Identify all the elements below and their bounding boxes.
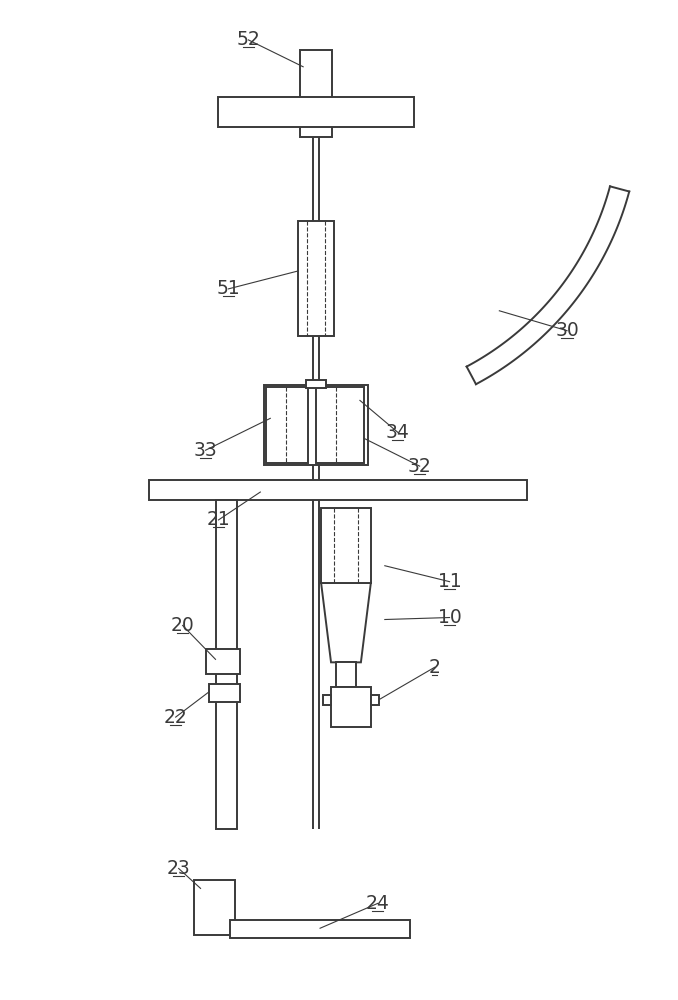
Bar (298, 221, 334, 336)
Text: 52: 52 (237, 30, 260, 49)
Bar (194, 880, 235, 935)
Text: 33: 33 (194, 441, 218, 460)
Text: 51: 51 (216, 279, 240, 298)
Text: 34: 34 (386, 423, 410, 442)
Polygon shape (214, 654, 227, 671)
Bar (371, 695, 379, 705)
Text: 20: 20 (171, 616, 195, 635)
Bar (306, 380, 326, 388)
Bar (336, 662, 356, 687)
Bar (209, 684, 241, 702)
Bar (218, 97, 414, 127)
Bar (331, 687, 371, 727)
Bar (300, 50, 332, 137)
Bar (231, 920, 410, 938)
Text: 22: 22 (164, 708, 188, 727)
Text: 10: 10 (438, 608, 462, 627)
Bar (323, 695, 331, 705)
Bar (316, 387, 364, 463)
Polygon shape (321, 583, 371, 662)
Text: 32: 32 (407, 457, 431, 476)
Bar (216, 500, 237, 829)
Text: 30: 30 (555, 321, 579, 340)
Text: 11: 11 (438, 572, 462, 591)
Text: 21: 21 (207, 510, 231, 529)
Bar (264, 385, 368, 465)
Bar (205, 649, 241, 674)
Bar (266, 387, 308, 463)
Bar (321, 508, 371, 583)
Bar (148, 480, 527, 500)
Text: 23: 23 (167, 859, 191, 878)
Text: 24: 24 (366, 894, 390, 913)
Text: 2: 2 (428, 658, 441, 677)
